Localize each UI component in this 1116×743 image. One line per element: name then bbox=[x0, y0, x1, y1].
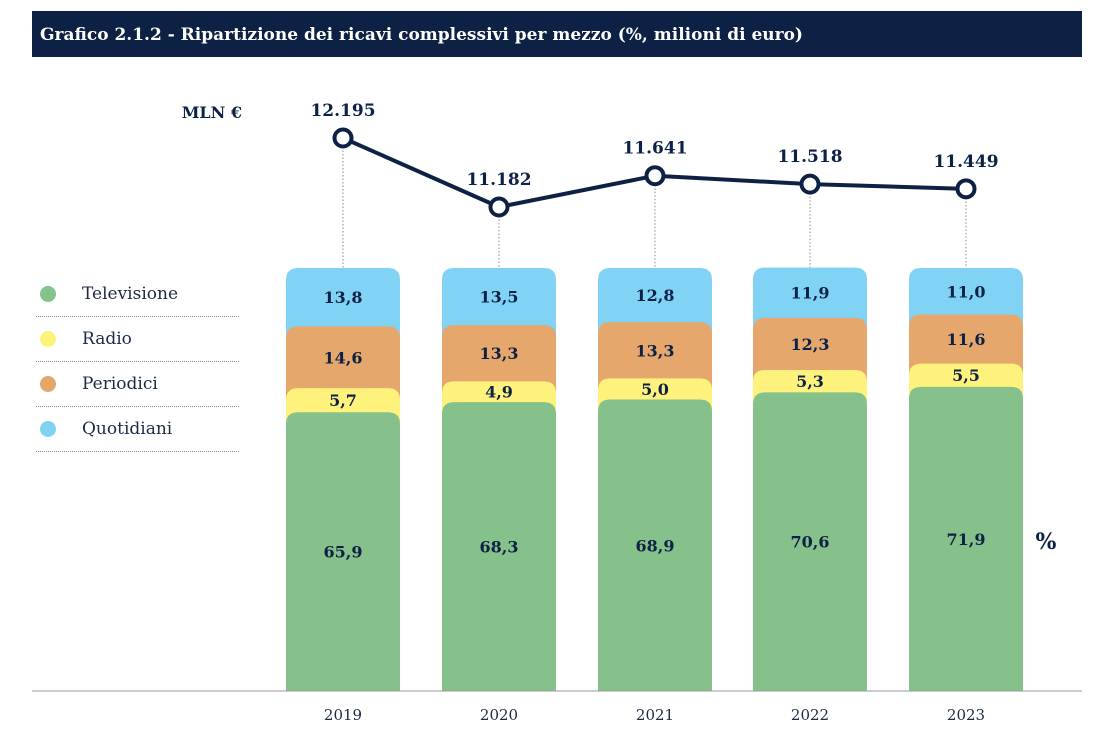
bar-value-label: 11,6 bbox=[947, 330, 986, 349]
legend-item-televisione: Televisione bbox=[36, 272, 239, 317]
totals-value-label: 12.195 bbox=[310, 101, 375, 121]
legend-dot-icon bbox=[40, 376, 56, 392]
bar-segment-televisione-2023 bbox=[909, 386, 1023, 691]
legend-label: Radio bbox=[82, 329, 132, 349]
bar-value-label: 11,9 bbox=[791, 284, 830, 303]
totals-point bbox=[332, 127, 354, 149]
totals-point bbox=[644, 165, 666, 187]
bars-group: 65,9 5,7 14,6 13,8 68,3 4,9 13,3 13,5 68,9 5,0 13,… bbox=[286, 147, 1023, 691]
bar-value-label: 5,7 bbox=[329, 391, 357, 410]
total-unit-label: MLN € bbox=[182, 103, 242, 122]
x-tick-label: 2019 bbox=[324, 706, 362, 724]
legend: Televisione Radio Periodici Quotidiani bbox=[36, 272, 239, 452]
totals-value-label: 11.641 bbox=[622, 139, 687, 159]
legend-dot-icon bbox=[40, 286, 56, 302]
bar-segment-televisione-2021 bbox=[598, 399, 712, 691]
legend-label: Periodici bbox=[82, 374, 158, 394]
bar-value-label: 65,9 bbox=[324, 543, 363, 562]
percent-unit-label: % bbox=[1036, 529, 1057, 555]
bar-value-label: 71,9 bbox=[947, 530, 986, 549]
totals-value-label: 11.182 bbox=[466, 170, 531, 190]
totals-point bbox=[955, 178, 977, 200]
totals-value-label: 11.518 bbox=[777, 147, 842, 167]
x-tick-label: 2020 bbox=[480, 706, 518, 724]
x-tick-label: 2022 bbox=[791, 706, 829, 724]
legend-label: Televisione bbox=[82, 284, 179, 304]
bar-value-label: 70,6 bbox=[791, 533, 830, 552]
bar-segment-televisione-2019 bbox=[286, 412, 400, 691]
bar-value-label: 11,0 bbox=[947, 282, 986, 301]
bar-value-label: 13,3 bbox=[480, 344, 519, 363]
bar-value-label: 68,9 bbox=[636, 536, 675, 555]
legend-item-radio: Radio bbox=[36, 317, 239, 362]
bar-value-label: 13,5 bbox=[480, 288, 519, 307]
totals-point bbox=[488, 196, 510, 218]
bar-value-label: 13,8 bbox=[324, 288, 363, 307]
legend-item-quotidiani: Quotidiani bbox=[36, 407, 239, 452]
bar-value-label: 5,0 bbox=[641, 380, 669, 399]
bar-value-label: 12,3 bbox=[791, 335, 830, 354]
x-tick-labels: 2019 2020 2021 2022 2023 bbox=[324, 706, 985, 724]
bar-segment-televisione-2022 bbox=[753, 392, 867, 691]
bar-value-label: 68,3 bbox=[480, 538, 519, 557]
bar-value-label: 5,3 bbox=[796, 372, 824, 391]
legend-dot-icon bbox=[40, 421, 56, 437]
legend-item-periodici: Periodici bbox=[36, 362, 239, 407]
legend-dot-icon bbox=[40, 331, 56, 347]
totals-value-label: 11.449 bbox=[933, 152, 998, 172]
legend-label: Quotidiani bbox=[82, 419, 173, 439]
x-tick-label: 2023 bbox=[947, 706, 985, 724]
totals-line-group: 12.195 11.182 11.641 11.518 11.449 bbox=[310, 101, 999, 218]
bar-segment-televisione-2020 bbox=[442, 402, 556, 691]
bar-value-label: 14,6 bbox=[324, 348, 363, 367]
bar-value-label: 4,9 bbox=[485, 383, 513, 402]
x-tick-label: 2021 bbox=[636, 706, 674, 724]
bar-value-label: 5,5 bbox=[952, 366, 980, 385]
chart-title: Grafico 2.1.2 - Ripartizione dei ricavi … bbox=[32, 11, 1082, 57]
bar-value-label: 13,3 bbox=[636, 341, 675, 360]
totals-point bbox=[799, 173, 821, 195]
bar-value-label: 12,8 bbox=[636, 286, 675, 305]
